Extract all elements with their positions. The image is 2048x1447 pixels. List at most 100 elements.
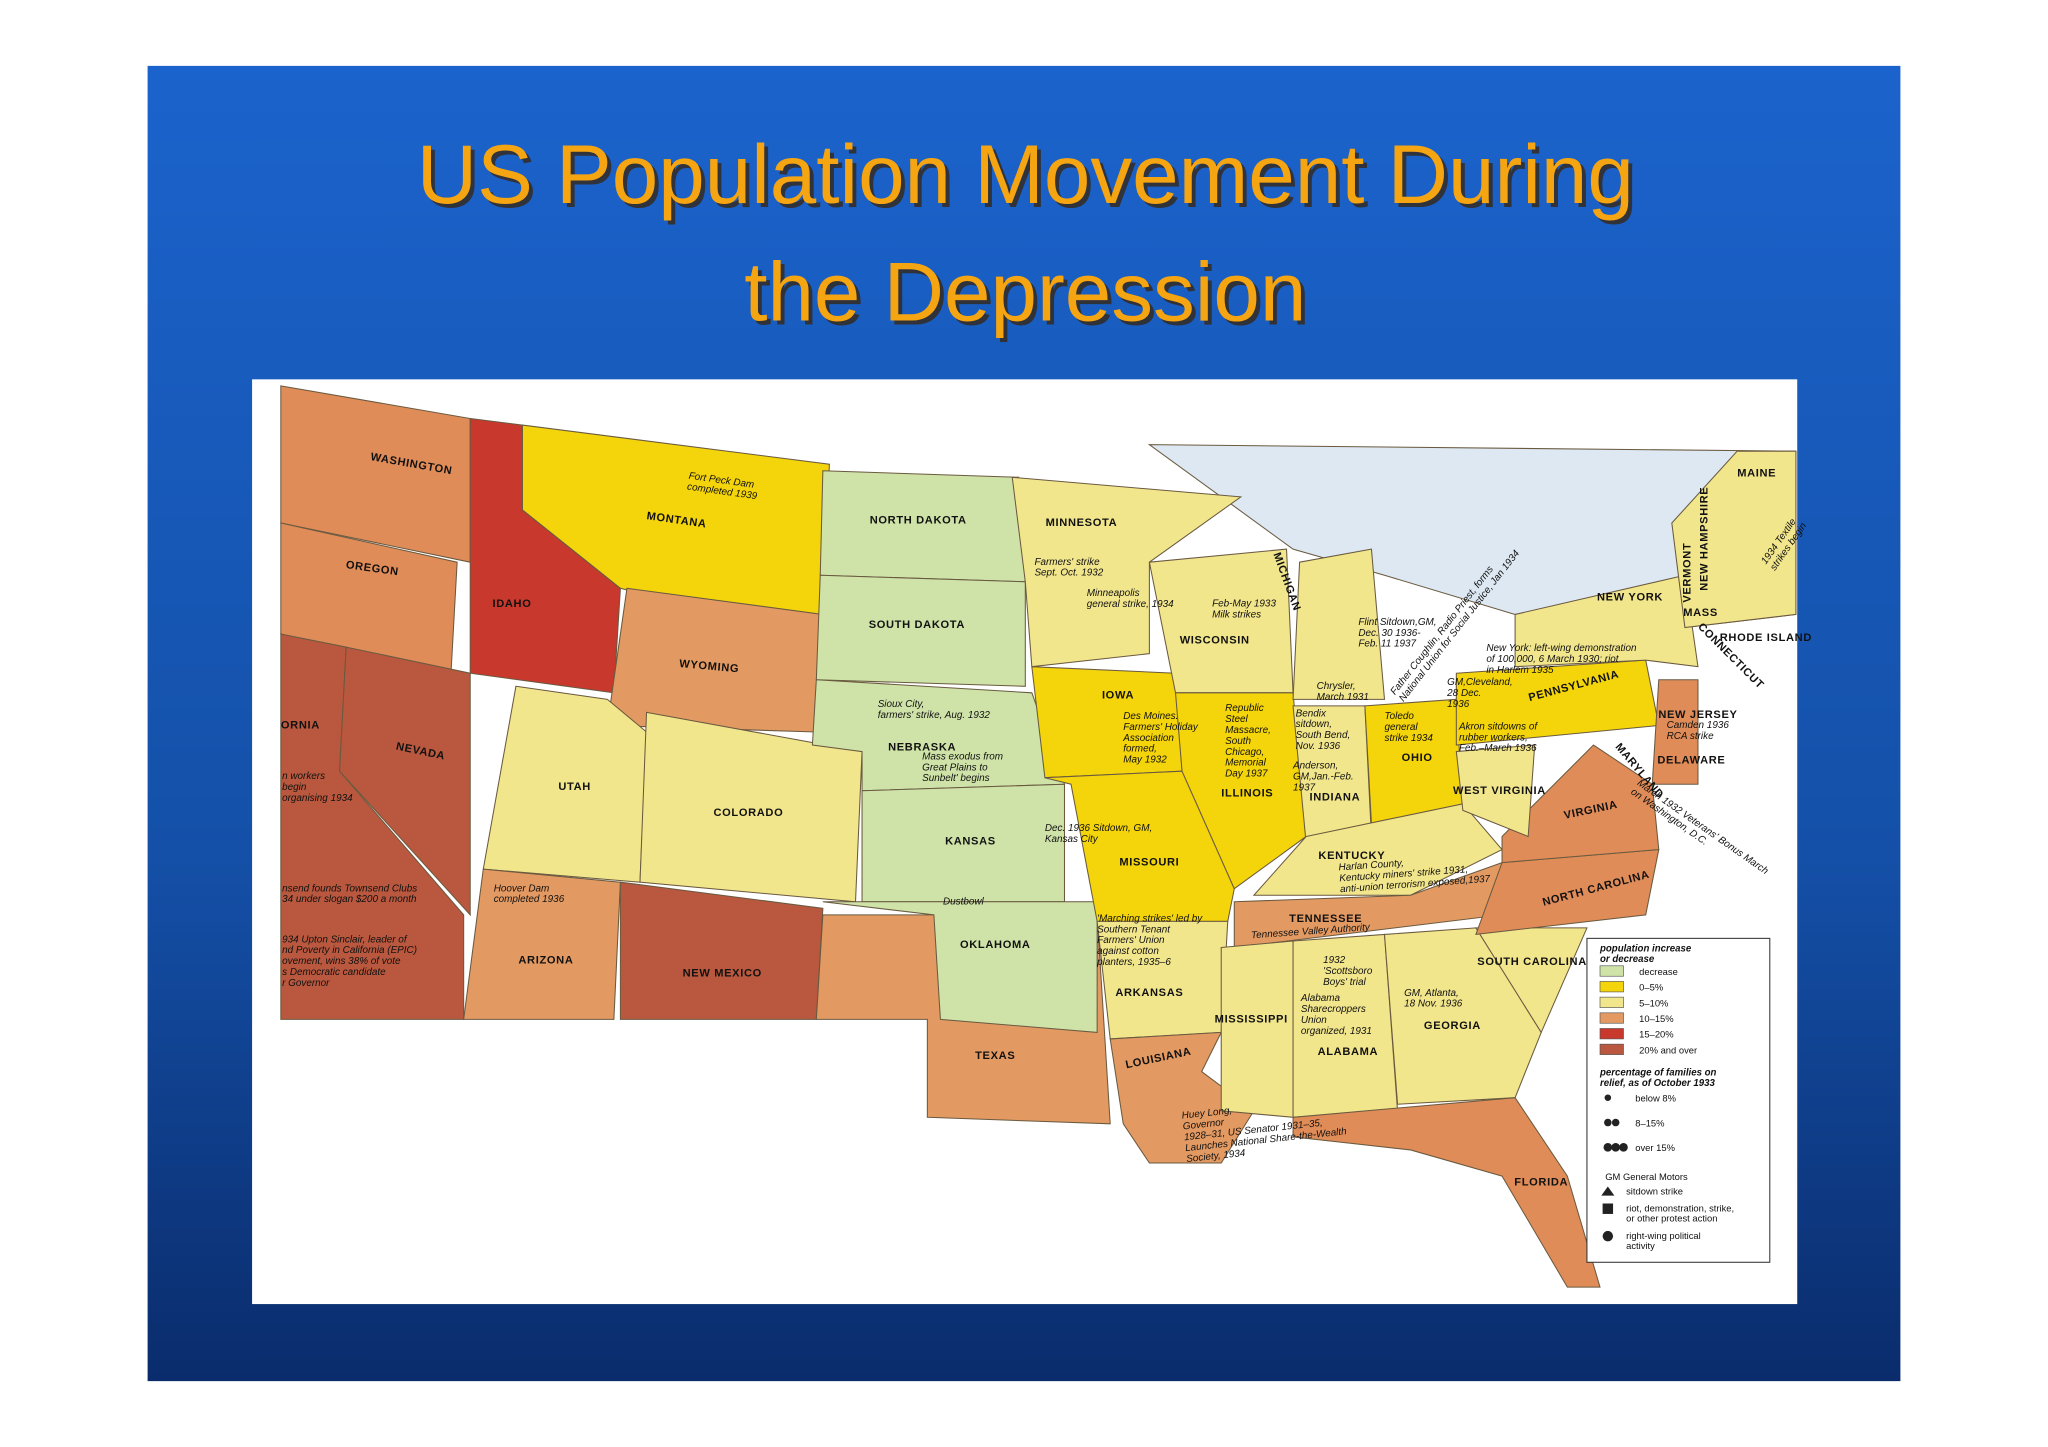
region <box>1148 548 1294 694</box>
annotation: Dec. 1936 Sitdown, GM, Kansas City <box>1045 823 1152 845</box>
annotation: 934 Upton Sinclair, leader of nd Poverty … <box>282 934 417 989</box>
legend-item: 15–20% <box>1639 1029 1674 1040</box>
state-label: ALABAMA <box>1318 1046 1379 1058</box>
state-label: DELAWARE <box>1657 755 1725 767</box>
annotation: Republic Steel Massacre, South Chicago, Memor… <box>1225 703 1271 780</box>
state-label: FLORIDA <box>1514 1177 1568 1189</box>
state-label: SOUTH DAKOTA <box>869 619 965 631</box>
state-label: TEXAS <box>975 1050 1015 1062</box>
state-label: IDAHO <box>492 598 531 610</box>
state-label: WISCONSIN <box>1180 634 1250 646</box>
legend-item: 8–15% <box>1635 1117 1665 1128</box>
region <box>339 646 471 917</box>
region <box>1671 450 1797 629</box>
legend-item: GM General Motors <box>1605 1171 1688 1182</box>
legend-key <box>1611 1143 1620 1152</box>
legend-item: 5–10% <box>1639 997 1669 1008</box>
region <box>822 901 1098 1033</box>
region <box>1292 548 1386 700</box>
annotation: Feb-May 1933 Milk strikes <box>1212 599 1276 621</box>
legend-key <box>1604 1094 1612 1101</box>
state-label: KANSAS <box>945 836 996 848</box>
legend-key <box>1599 1043 1624 1055</box>
legend-title: percentage of families on relief, as of O… <box>1599 1067 1717 1089</box>
legend-key <box>1602 1203 1614 1214</box>
legend-key <box>1599 965 1624 977</box>
state-label: TENNESSEE <box>1289 913 1362 925</box>
annotation: Minneapolis general strike, 1934 <box>1087 588 1174 610</box>
state-label: MASS <box>1683 607 1718 619</box>
annotation: Bendix sitdown, South Bend, Nov. 1936 <box>1296 708 1351 752</box>
annotation: New York: left-wing demonstration of 100,… <box>1486 643 1637 676</box>
state-label: MINNESOTA <box>1046 517 1118 529</box>
title: US Population Movement During US Populat… <box>417 127 1638 342</box>
annotation: Sioux City, farmers' strike, Aug. 1932 <box>878 699 991 721</box>
annotation: 'Marching strikes' led by Southern Tenant… <box>1096 913 1203 968</box>
legend-key <box>1599 1028 1624 1040</box>
annotation: n workers begin organising 1934 <box>282 771 353 804</box>
title-shadow: US Population Movement During <box>421 131 1638 225</box>
state-label: NEW HAMPSHIRE <box>1698 487 1710 591</box>
state-label: ORNIA <box>281 719 320 731</box>
state-label: NEW MEXICO <box>683 968 762 980</box>
legend-item: 20% and over <box>1639 1044 1697 1055</box>
annotation: Flint Sitdown,GM, Dec. 30 1936-Feb. 11 19… <box>1358 617 1436 650</box>
title-line: US Population Movement During <box>417 127 1634 221</box>
annotation: Akron sitdowns of rubber workers, Feb.–Mar… <box>1458 721 1538 754</box>
region <box>1455 744 1536 838</box>
state-label: INDIANA <box>1309 791 1360 803</box>
state-label: OKLAHOMA <box>960 939 1031 951</box>
labels: WASHINGTONMONTANAOREGONIDAHONEVADAUTAHWY… <box>281 451 1812 1251</box>
legend-key <box>1603 1143 1613 1152</box>
legend-item: sitdown strike <box>1626 1185 1683 1196</box>
legend-item: 0–5% <box>1639 982 1664 993</box>
region <box>463 868 621 1020</box>
legend-key <box>1611 1118 1620 1127</box>
region <box>815 574 1026 687</box>
state-label: GEORGIA <box>1424 1020 1481 1032</box>
title-line: the Depression <box>744 245 1306 339</box>
legend-title: population increase or decrease <box>1599 943 1692 965</box>
region <box>1011 476 1243 668</box>
annotation: nsend founds Townsend Clubs 34 under slog… <box>282 883 417 905</box>
annotation: 1932 'Scottsboro Boys' trial <box>1323 955 1373 988</box>
state-label: WYOMING <box>679 658 740 675</box>
state-label: NEBRASKA <box>888 742 956 754</box>
legend-key <box>1599 981 1624 993</box>
state-label: ILLINOIS <box>1221 787 1273 799</box>
state-label: OHIO <box>1402 752 1433 764</box>
legend-key <box>1601 1186 1615 1196</box>
legend-key <box>1599 1012 1624 1024</box>
state-label: COLORADO <box>713 807 783 819</box>
annotation: GM, Atlanta, 18 Nov. 1936 <box>1404 988 1463 1010</box>
annotation: Des Moines. Farmers' Holiday Association fo… <box>1122 711 1199 766</box>
annotation: Hoover Dam completed 1936 <box>494 883 565 905</box>
annotation: Farmers' strike Sept. Oct. 1932 <box>1034 557 1103 579</box>
region <box>1501 744 1660 864</box>
legend-key <box>1619 1143 1628 1152</box>
region <box>1174 692 1307 890</box>
annotation: Chrysler, March 1931 <box>1317 681 1369 703</box>
state-label: RHODE ISLAND <box>1720 632 1812 644</box>
legend-item: right-wing political activity <box>1626 1230 1701 1251</box>
state-label: MAINE <box>1737 467 1776 479</box>
region <box>1292 1097 1601 1288</box>
legend-item: over 15% <box>1635 1142 1675 1153</box>
state-label: NEW JERSEY <box>1658 709 1737 721</box>
legend-item: riot, demonstration, strike, or other pro… <box>1626 1202 1734 1223</box>
state-label: ARKANSAS <box>1115 987 1183 999</box>
state-label: VERMONT <box>1681 543 1693 603</box>
state-label: IOWA <box>1102 689 1134 701</box>
legend-key <box>1602 1230 1614 1242</box>
region <box>1651 679 1699 785</box>
annotation: Toledo general strike 1934 <box>1384 711 1433 744</box>
state-label: MISSOURI <box>1119 857 1179 869</box>
region <box>1514 574 1699 668</box>
annotation: GM,Cleveland, 28 Dec. 1936 <box>1446 677 1513 710</box>
annotation: Harlan County,Kentucky miners' strike 19… <box>1338 852 1491 895</box>
annotation: Mass exodus from Great Plains to Sunbelt' … <box>922 751 1003 784</box>
state-label: SOUTH CAROLINA <box>1477 956 1587 968</box>
region <box>1383 927 1542 1105</box>
region <box>1109 1031 1255 1164</box>
annotation: Camden 1936 RCA strike <box>1667 720 1730 742</box>
